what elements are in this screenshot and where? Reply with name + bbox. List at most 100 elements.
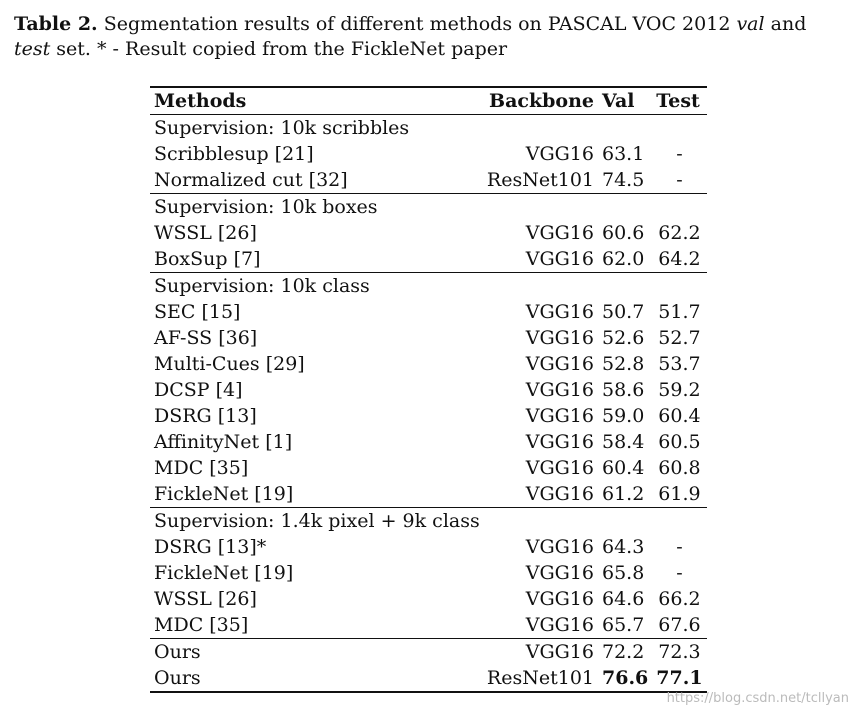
val-cell: 63.1 (602, 143, 645, 165)
backbone-cell: VGG16 (480, 638, 598, 665)
test-cell: 77.1 (652, 665, 707, 693)
test-cell: 60.5 (658, 431, 701, 453)
val-cell: 76.6 (598, 665, 653, 693)
method-cell: DSRG [13]* (154, 536, 267, 558)
header-methods: Methods (150, 86, 480, 115)
method-cell: Normalized cut [32] (154, 169, 348, 191)
test-cell: 51.7 (658, 301, 701, 323)
test-cell: 66.2 (658, 588, 701, 610)
table-row: MDC [35] VGG16 65.7 67.6 (150, 612, 707, 639)
backbone-cell: VGG16 (525, 483, 594, 505)
caption-text-3: set. * - Result copied from the FickleNe… (50, 38, 508, 60)
backbone-cell: VGG16 (525, 431, 594, 453)
val-cell: 65.8 (602, 562, 645, 584)
ours-row: Ours ResNet101 76.6 77.1 (150, 665, 707, 693)
header-backbone: Backbone (480, 86, 598, 115)
method-cell: SEC [15] (154, 301, 241, 323)
val-cell: 52.6 (602, 327, 645, 349)
caption-label: Table 2. (14, 13, 98, 35)
method-cell: AF-SS [36] (154, 327, 258, 349)
table-row: DSRG [13]* VGG16 64.3 - (150, 534, 707, 560)
val-cell: 59.0 (602, 405, 645, 427)
test-cell: 62.2 (658, 222, 701, 244)
method-cell: MDC [35] (154, 457, 249, 479)
backbone-cell: VGG16 (525, 301, 594, 323)
val-cell: 61.2 (602, 483, 645, 505)
test-cell: 60.8 (658, 457, 701, 479)
header-row: Methods Backbone Val Test (150, 86, 707, 115)
val-cell: 60.6 (602, 222, 645, 244)
test-cell: 53.7 (658, 353, 701, 375)
header-val: Val (598, 86, 653, 115)
caption-val-word: val (736, 13, 765, 35)
method-cell: DSRG [13] (154, 405, 257, 427)
table-row: BoxSup [7] VGG16 62.0 64.2 (150, 246, 707, 273)
table-row: WSSL [26] VGG16 64.6 66.2 (150, 586, 707, 612)
val-cell: 62.0 (602, 248, 645, 270)
table-row: AF-SS [36] VGG16 52.6 52.7 (150, 325, 707, 351)
test-cell: 61.9 (658, 483, 701, 505)
method-cell: AffinityNet [1] (154, 431, 293, 453)
test-cell: 64.2 (658, 248, 701, 270)
test-cell: - (676, 169, 683, 191)
backbone-cell: ResNet101 (486, 169, 594, 191)
val-cell: 74.5 (602, 169, 645, 191)
backbone-cell: VGG16 (525, 327, 594, 349)
method-cell: FickleNet [19] (154, 562, 294, 584)
method-cell: MDC [35] (154, 614, 249, 636)
table-row: DSRG [13] VGG16 59.0 60.4 (150, 403, 707, 429)
group-header-row: Supervision: 10k scribbles (150, 114, 707, 141)
val-cell: 52.8 (602, 353, 645, 375)
method-cell: Multi-Cues [29] (154, 353, 305, 375)
table-row: WSSL [26] VGG16 60.6 62.2 (150, 220, 707, 246)
method-cell: Ours (150, 638, 480, 665)
backbone-cell: VGG16 (525, 379, 594, 401)
val-cell: 72.2 (598, 638, 653, 665)
method-cell: BoxSup [7] (154, 248, 261, 270)
backbone-cell: VGG16 (525, 222, 594, 244)
group-title: Supervision: 10k scribbles (150, 114, 707, 141)
val-cell: 65.7 (602, 614, 645, 636)
caption-test-word: test (14, 38, 51, 60)
table-row: SEC [15] VGG16 50.7 51.7 (150, 299, 707, 325)
backbone-cell: VGG16 (525, 562, 594, 584)
backbone-cell: ResNet101 (480, 665, 598, 693)
val-cell: 58.6 (602, 379, 645, 401)
backbone-cell: VGG16 (525, 536, 594, 558)
header-test: Test (652, 86, 707, 115)
val-cell: 64.3 (602, 536, 645, 558)
test-cell: 52.7 (658, 327, 701, 349)
val-cell: 58.4 (602, 431, 645, 453)
backbone-cell: VGG16 (525, 353, 594, 375)
group-header-row: Supervision: 10k boxes (150, 193, 707, 220)
val-cell: 64.6 (602, 588, 645, 610)
backbone-cell: VGG16 (525, 588, 594, 610)
group-title: Supervision: 1.4k pixel + 9k class (150, 507, 707, 534)
test-cell: 60.4 (658, 405, 701, 427)
ours-row: Ours VGG16 72.2 72.3 (150, 638, 707, 665)
watermark: https://blog.csdn.net/tcllyan (666, 691, 849, 706)
backbone-cell: VGG16 (525, 143, 594, 165)
val-cell: 60.4 (602, 457, 645, 479)
results-table: Methods Backbone Val Test Supervision: 1… (150, 86, 707, 693)
method-cell: DCSP [4] (154, 379, 243, 401)
test-cell: - (676, 143, 683, 165)
method-cell: WSSL [26] (154, 222, 257, 244)
method-cell: Scribblesup [21] (154, 143, 314, 165)
group-title: Supervision: 10k boxes (150, 193, 707, 220)
table-row: AffinityNet [1] VGG16 58.4 60.5 (150, 429, 707, 455)
group-header-row: Supervision: 1.4k pixel + 9k class (150, 507, 707, 534)
table-row: Scribblesup [21] VGG16 63.1 - (150, 141, 707, 167)
caption-text-2: and (764, 13, 807, 35)
backbone-cell: VGG16 (525, 614, 594, 636)
table-row: FickleNet [19] VGG16 65.8 - (150, 560, 707, 586)
backbone-cell: VGG16 (525, 405, 594, 427)
group-header-row: Supervision: 10k class (150, 272, 707, 299)
table-row: Normalized cut [32] ResNet101 74.5 - (150, 167, 707, 194)
group-title: Supervision: 10k class (150, 272, 707, 299)
table-body: Supervision: 10k scribbles Scribblesup [2… (150, 114, 707, 693)
val-cell: 50.7 (602, 301, 645, 323)
table-row: MDC [35] VGG16 60.4 60.8 (150, 455, 707, 481)
test-cell: 59.2 (658, 379, 701, 401)
method-cell: Ours (150, 665, 480, 693)
